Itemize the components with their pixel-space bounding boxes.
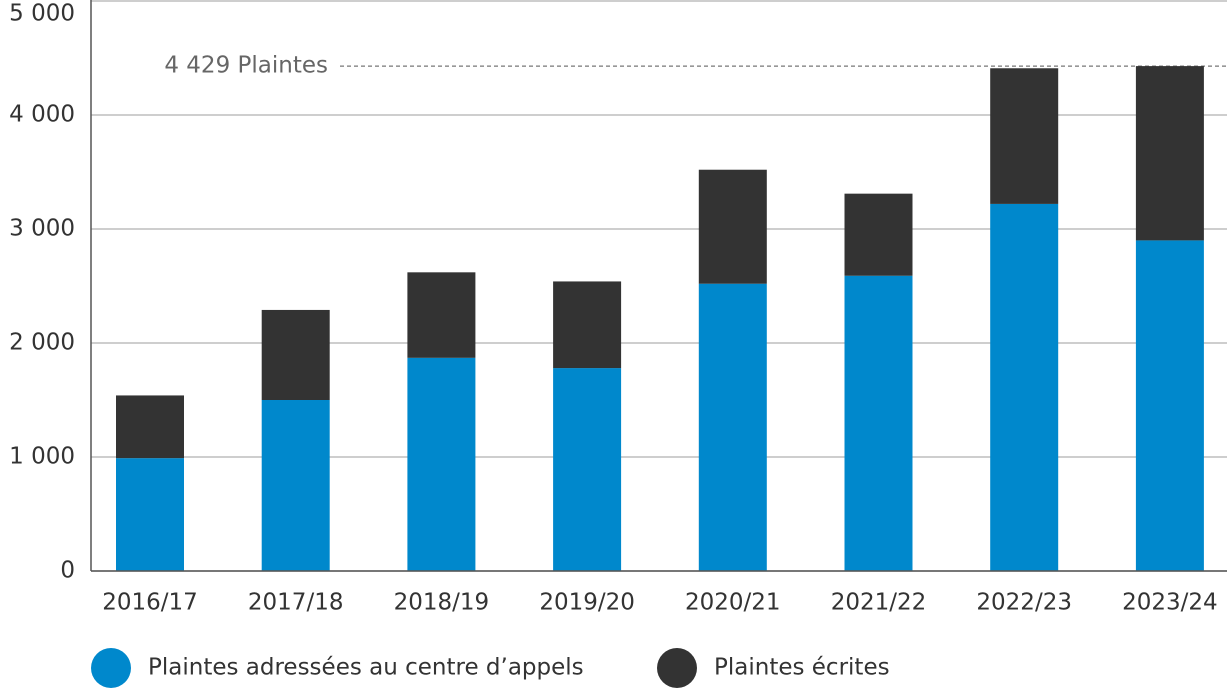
- x-tick-label: 2019/20: [539, 590, 635, 616]
- x-tick-label: 2023/24: [1122, 590, 1218, 616]
- legend-swatch: [657, 648, 697, 688]
- y-tick-label: 1 000: [9, 444, 75, 470]
- bar-segment: [990, 68, 1059, 204]
- bar-segment: [844, 275, 913, 571]
- annotation: 4 429 Plaintes: [164, 53, 328, 79]
- legend-label: Plaintes écrites: [714, 655, 890, 681]
- bar-segment: [553, 281, 622, 369]
- bar-segment: [1135, 66, 1204, 241]
- x-tick-label: 2016/17: [102, 590, 198, 616]
- bar-segment: [116, 458, 184, 571]
- bar-segment: [553, 368, 622, 571]
- x-tick-label: 2020/21: [685, 590, 781, 616]
- bar-segment: [407, 357, 476, 571]
- y-tick-label: 0: [60, 558, 75, 584]
- y-tick-label: 3 000: [9, 216, 75, 242]
- bar-segment: [407, 272, 476, 358]
- x-tick-label: 2021/22: [831, 590, 927, 616]
- bar-segment: [844, 193, 913, 276]
- bar-segment: [990, 203, 1059, 572]
- bar-segment: [261, 309, 330, 400]
- legend-label: Plaintes adressées au centre d’appels: [148, 655, 584, 681]
- x-tick-label: 2017/18: [248, 590, 344, 616]
- bar-segment: [261, 400, 330, 571]
- bar-segment: [116, 395, 184, 459]
- y-tick-label: 5 000: [9, 1, 75, 27]
- y-tick-label: 2 000: [9, 330, 75, 356]
- x-tick-label: 2018/19: [394, 590, 490, 616]
- bar-segment: [1135, 240, 1204, 571]
- bar-segment: [698, 283, 767, 571]
- bar-segment: [698, 169, 767, 284]
- y-tick-label: 4 000: [9, 102, 75, 128]
- x-tick-label: 2022/23: [976, 590, 1072, 616]
- legend-swatch: [91, 648, 131, 688]
